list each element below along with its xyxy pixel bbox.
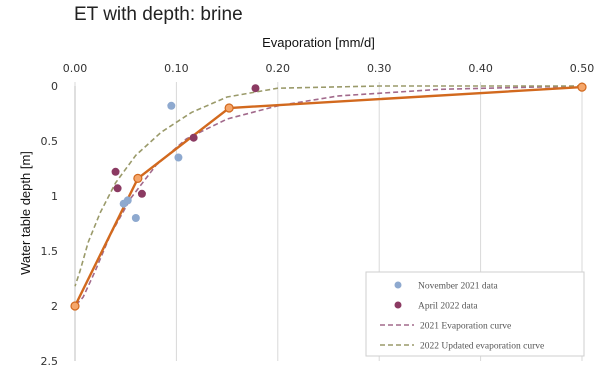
data-point bbox=[111, 167, 120, 176]
legend-marker bbox=[394, 281, 402, 289]
data-point bbox=[123, 196, 132, 205]
x-tick-label: 0.10 bbox=[164, 62, 189, 75]
model-line-marker bbox=[577, 82, 587, 92]
y-tick-label: 2.5 bbox=[41, 355, 59, 368]
x-tick-label: 0.40 bbox=[468, 62, 493, 75]
x-tick-label: 0.30 bbox=[367, 62, 392, 75]
chart-title: ET with depth: brine bbox=[74, 4, 243, 25]
model-line-marker bbox=[133, 173, 143, 183]
y-axis-title: Water table depth [m] bbox=[18, 151, 33, 275]
data-point bbox=[137, 189, 146, 198]
legend-marker bbox=[394, 301, 402, 309]
data-point bbox=[131, 214, 140, 222]
legend-label: November 2021 data bbox=[418, 282, 498, 292]
y-tick-label: 2 bbox=[51, 300, 58, 313]
evaporation-curve bbox=[74, 85, 582, 287]
data-point bbox=[189, 133, 198, 142]
legend-label: April 2022 data bbox=[418, 302, 478, 312]
model-line bbox=[73, 85, 583, 307]
legend-label: 2022 Updated evaporation curve bbox=[420, 342, 544, 352]
legend-box bbox=[365, 271, 585, 357]
legend-label: 2021 Evaporation curve bbox=[420, 322, 511, 332]
evaporation-curve bbox=[74, 85, 583, 307]
data-point bbox=[174, 153, 183, 162]
model-line-marker bbox=[224, 103, 234, 113]
y-tick-label: 1.5 bbox=[41, 245, 59, 258]
y-tick-label: 0.5 bbox=[41, 135, 59, 148]
data-point bbox=[251, 84, 260, 93]
data-point bbox=[167, 101, 176, 110]
y-tick-label: 1 bbox=[51, 190, 58, 203]
y-tick-label: 0 bbox=[51, 80, 58, 93]
x-tick-label: 0.50 bbox=[570, 62, 595, 75]
x-axis-title: Evaporation [mm/d] bbox=[262, 35, 375, 50]
x-tick-label: 0.20 bbox=[266, 62, 291, 75]
model-line-marker bbox=[70, 301, 80, 311]
x-tick-label: 0.00 bbox=[63, 62, 88, 75]
data-point bbox=[113, 184, 122, 193]
